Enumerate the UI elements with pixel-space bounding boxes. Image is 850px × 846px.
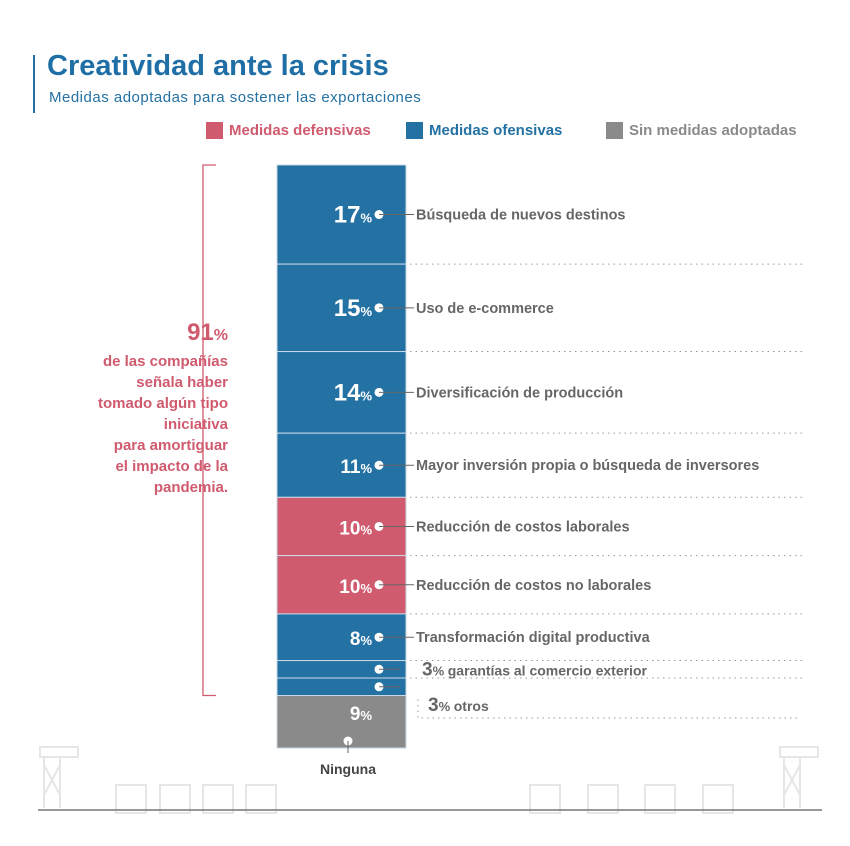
container-icon [202, 784, 234, 814]
summary-line: señala haber [136, 374, 228, 391]
container-icon [159, 784, 191, 814]
legend-item-offensive: Medidas ofensivas [406, 122, 562, 139]
segment-label: Reducción de costos laborales [416, 519, 630, 535]
legend-swatch [206, 122, 223, 139]
legend-swatch [406, 122, 423, 139]
legend-item-defensive: Medidas defensivas [206, 122, 371, 139]
container-icon [644, 784, 676, 814]
segment-label: Ninguna [320, 761, 376, 777]
segment-label: Uso de e-commerce [416, 301, 554, 317]
segment-label: Diversificación de producción [416, 385, 623, 401]
crane-tower [43, 757, 61, 808]
segment-label: Reducción de costos no laborales [416, 578, 651, 594]
container-icon [529, 784, 561, 814]
crane-tower [783, 757, 801, 808]
container-icon [115, 784, 147, 814]
title-accent-bar [33, 55, 35, 113]
summary-unit: % [213, 327, 228, 344]
segment-value-label: 17% [334, 202, 373, 229]
summary-line: de las compañías [102, 353, 228, 370]
segment-value-label: 10% [339, 518, 372, 539]
container-icon [587, 784, 619, 814]
segment-label: 3% garantías al comercio exterior [422, 659, 648, 680]
segment-value-label: 8% [350, 629, 373, 650]
container-icon [245, 784, 277, 814]
summary-line: pandemia. [153, 479, 228, 496]
legend-swatch [606, 122, 623, 139]
legend-label: Medidas defensivas [229, 122, 371, 139]
segment-label: Mayor inversión propia o búsqueda de inv… [416, 458, 759, 474]
crane-icon [779, 746, 819, 758]
summary-note: 91% de las compañías señala haber tomado… [40, 318, 228, 498]
container-icon [702, 784, 734, 814]
segment-label: 3% otros [428, 695, 489, 716]
legend-item-none: Sin medidas adoptadas [606, 122, 797, 139]
summary-line: para amortiguar [113, 437, 228, 454]
segment-value-label: 15% [334, 295, 373, 322]
legend-label: Sin medidas adoptadas [629, 122, 797, 139]
summary-value: 91 [187, 319, 214, 346]
segment-value-label: 10% [339, 577, 372, 598]
dotted-separator [417, 699, 800, 719]
segment-value-label: 11% [340, 457, 372, 478]
summary-line: el impacto de la [115, 458, 228, 475]
crane-icon [39, 746, 79, 758]
summary-line: iniciativa [163, 416, 228, 433]
bracket-91-percent [202, 164, 216, 697]
segment-label: Búsqueda de nuevos destinos [416, 208, 626, 224]
segment-value-label: 14% [334, 379, 373, 406]
segment-value-label: 9% [350, 704, 373, 725]
segment-label: Transformación digital productiva [416, 630, 651, 646]
summary-line: tomado algún tipo [98, 395, 228, 412]
bar-segment [276, 695, 407, 749]
page-subtitle: Medidas adoptadas para sostener las expo… [49, 89, 422, 106]
legend-label: Medidas ofensivas [429, 122, 563, 139]
page-title: Creatividad ante la crisis [47, 50, 389, 82]
